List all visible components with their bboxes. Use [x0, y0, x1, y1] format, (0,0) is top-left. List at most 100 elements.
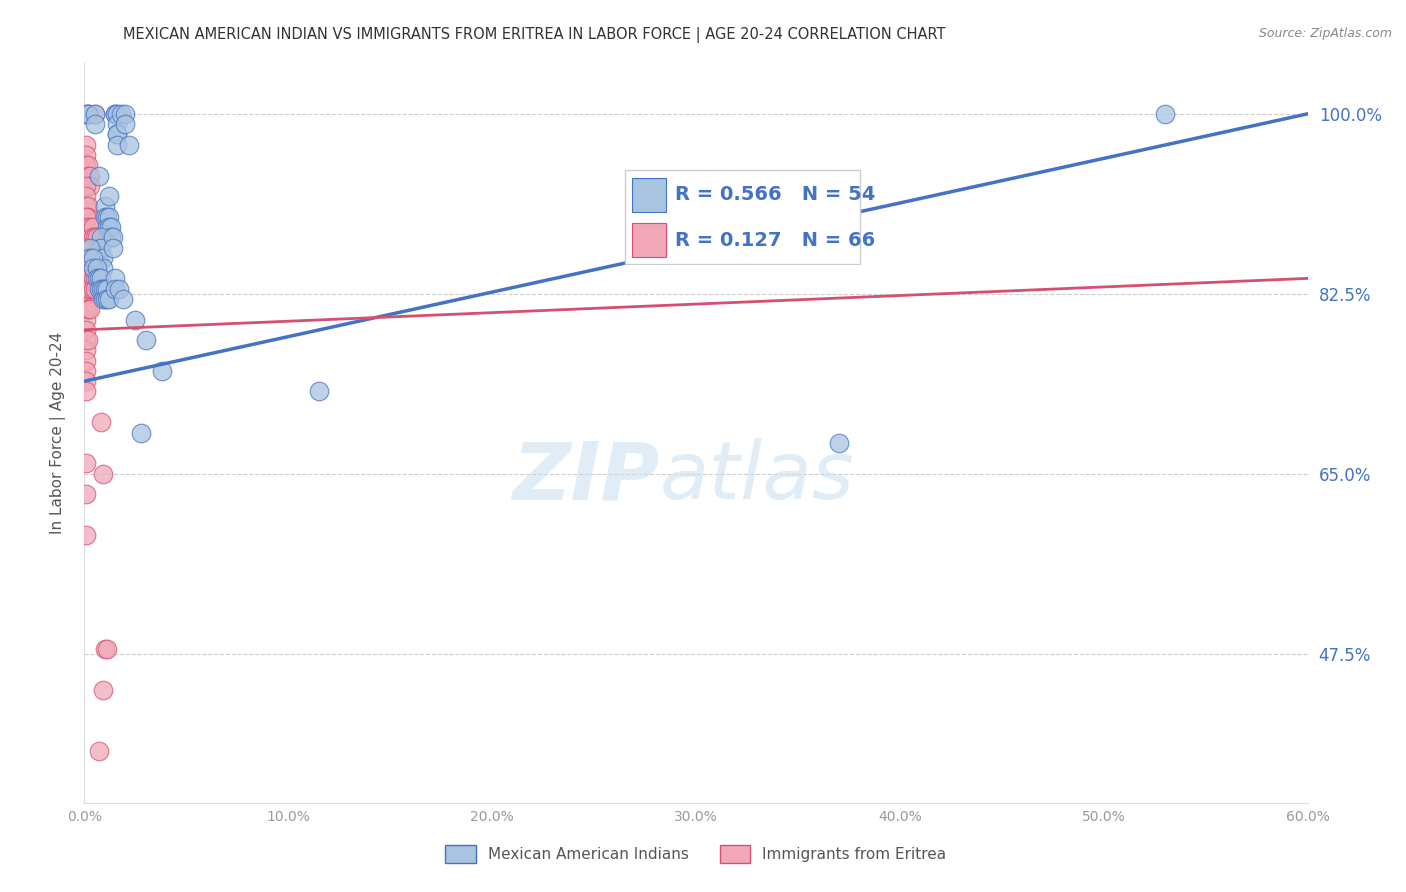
Point — [82, 282, 104, 296]
Point — [75, 178, 97, 193]
Point — [87, 271, 110, 285]
Point — [75, 353, 97, 368]
Point — [105, 137, 128, 152]
Point — [108, 282, 131, 296]
Point — [101, 240, 124, 255]
Point — [75, 487, 97, 501]
Point — [75, 282, 97, 296]
Point — [114, 117, 136, 131]
Point — [75, 528, 97, 542]
Point — [97, 210, 120, 224]
Point — [75, 137, 97, 152]
Text: Source: ZipAtlas.com: Source: ZipAtlas.com — [1258, 27, 1392, 40]
Point — [79, 282, 101, 296]
Point — [87, 169, 110, 183]
Point — [91, 292, 114, 306]
Point — [97, 189, 120, 203]
Point — [91, 467, 114, 481]
Point — [87, 744, 110, 758]
Point — [83, 240, 105, 255]
Point — [124, 312, 146, 326]
Point — [79, 271, 101, 285]
Point — [90, 230, 112, 244]
Point — [77, 107, 100, 121]
Point — [75, 251, 97, 265]
Point — [105, 117, 128, 131]
Point — [104, 271, 127, 285]
Point — [90, 271, 112, 285]
Point — [86, 261, 108, 276]
FancyBboxPatch shape — [624, 169, 860, 264]
Point — [79, 261, 101, 276]
Point — [308, 384, 330, 399]
Point — [75, 219, 97, 234]
Point — [100, 230, 122, 244]
Point — [96, 292, 118, 306]
Point — [77, 302, 100, 317]
Point — [77, 271, 100, 285]
Point — [96, 219, 118, 234]
Point — [87, 251, 110, 265]
Point — [105, 128, 128, 142]
Legend: Mexican American Indians, Immigrants from Eritrea: Mexican American Indians, Immigrants fro… — [439, 839, 953, 869]
Point — [97, 219, 120, 234]
Point — [131, 425, 153, 440]
Text: R = 0.127   N = 66: R = 0.127 N = 66 — [675, 230, 876, 250]
Point — [96, 641, 118, 656]
Point — [79, 251, 101, 265]
Point — [86, 271, 108, 285]
Point — [97, 292, 120, 306]
Point — [75, 302, 97, 317]
Point — [86, 240, 108, 255]
Point — [79, 251, 101, 265]
Point — [83, 282, 105, 296]
Point — [75, 333, 97, 347]
Point — [90, 282, 112, 296]
Bar — [633, 178, 665, 212]
Point — [75, 210, 97, 224]
Text: ZIP: ZIP — [512, 438, 659, 516]
Point — [93, 210, 115, 224]
Point — [77, 169, 100, 183]
Point — [77, 199, 100, 213]
Point — [105, 128, 128, 142]
Point — [75, 261, 97, 276]
Point — [75, 271, 97, 285]
Point — [118, 137, 141, 152]
Point — [90, 415, 112, 429]
Point — [79, 169, 101, 183]
Point — [79, 219, 101, 234]
Point — [77, 210, 100, 224]
Point — [75, 148, 97, 162]
Point — [75, 292, 97, 306]
Point — [77, 251, 100, 265]
Point — [96, 210, 118, 224]
Point — [82, 261, 104, 276]
Y-axis label: In Labor Force | Age 20-24: In Labor Force | Age 20-24 — [49, 332, 66, 533]
Point — [83, 107, 105, 121]
Point — [112, 292, 135, 306]
Point — [150, 364, 173, 378]
Point — [79, 230, 101, 244]
Point — [82, 219, 104, 234]
Point — [93, 282, 115, 296]
Point — [83, 107, 105, 121]
Point — [83, 271, 105, 285]
Point — [75, 158, 97, 172]
Point — [75, 107, 97, 121]
Point — [90, 240, 112, 255]
Point — [104, 282, 127, 296]
Point — [93, 199, 115, 213]
Point — [93, 641, 115, 656]
Point — [110, 107, 132, 121]
Point — [77, 107, 100, 121]
Text: R = 0.566   N = 54: R = 0.566 N = 54 — [675, 186, 876, 204]
Point — [77, 282, 100, 296]
Point — [75, 384, 97, 399]
Point — [91, 261, 114, 276]
Point — [135, 333, 157, 347]
Bar — [633, 223, 665, 257]
Point — [75, 230, 97, 244]
Point — [75, 343, 97, 358]
Point — [75, 199, 97, 213]
